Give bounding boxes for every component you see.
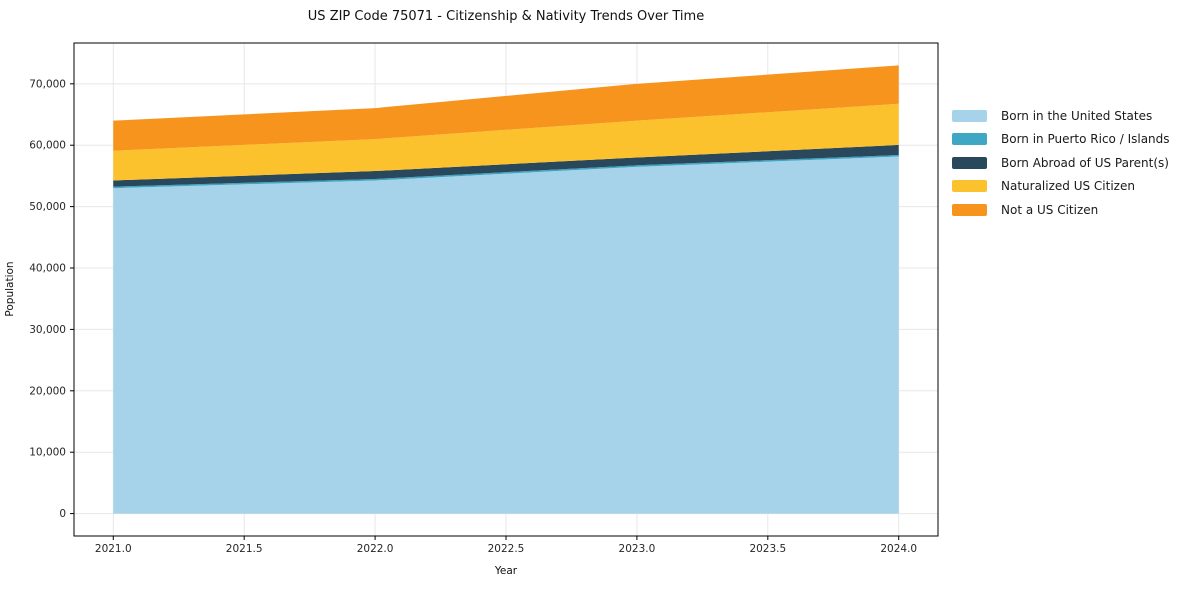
y-tick-label: 30,000 [29,324,66,336]
area-series-not-citizen [113,65,899,151]
legend-label: Born in the United States [1001,108,1153,123]
legend-swatch-born-abroad [952,156,987,169]
y-tick-label: 10,000 [29,447,66,459]
legend-item-born-us: Born in the United States [952,104,1170,128]
x-tick-label: 2023.0 [619,543,656,555]
chart-title: US ZIP Code 75071 - Citizenship & Nativi… [307,9,705,24]
legend-label: Born Abroad of US Parent(s) [1001,155,1169,170]
legend-item-naturalized: Naturalized US Citizen [952,175,1170,199]
area-series-born-abroad [113,144,899,187]
y-axis-label: Population [4,261,16,317]
y-tick-label: 50,000 [29,201,66,213]
area-series-born-us [113,156,899,514]
legend-item-born-pr: Born in Puerto Rico / Islands [952,128,1170,152]
y-tick-label: 60,000 [29,140,66,152]
legend-item-born-abroad: Born Abroad of US Parent(s) [952,151,1170,175]
area-series-born-pr [113,154,899,189]
legend-item-not-citizen: Not a US Citizen [952,198,1170,222]
y-tick-label: 70,000 [29,78,66,90]
legend-label: Naturalized US Citizen [1001,179,1135,194]
x-tick-label: 2022.0 [357,543,394,555]
x-tick-label: 2024.0 [880,543,917,555]
legend-label: Not a US Citizen [1001,202,1099,217]
plot-canvas: 2021.0 2021.5 2022.0 2022.5 2023.0 2023.5 2024… [29,42,939,555]
area-series-naturalized [113,103,899,181]
x-axis-label: Year [494,565,518,577]
legend: Born in the United States Born in Puerto … [952,104,1170,222]
x-tick-label: 2021.0 [95,543,132,555]
legend-swatch-not-citizen [952,203,987,216]
y-tick-label: 0 [59,508,66,520]
legend-swatch-born-us [952,109,987,122]
x-tick-label: 2022.5 [488,543,525,555]
legend-swatch-born-pr [952,133,987,146]
x-tick-label: 2021.5 [226,543,263,555]
legend-swatch-naturalized [952,180,987,193]
legend-label: Born in Puerto Rico / Islands [1001,132,1170,147]
y-tick-label: 20,000 [29,385,66,397]
x-tick-label: 2023.5 [749,543,786,555]
y-tick-label: 40,000 [29,263,66,275]
